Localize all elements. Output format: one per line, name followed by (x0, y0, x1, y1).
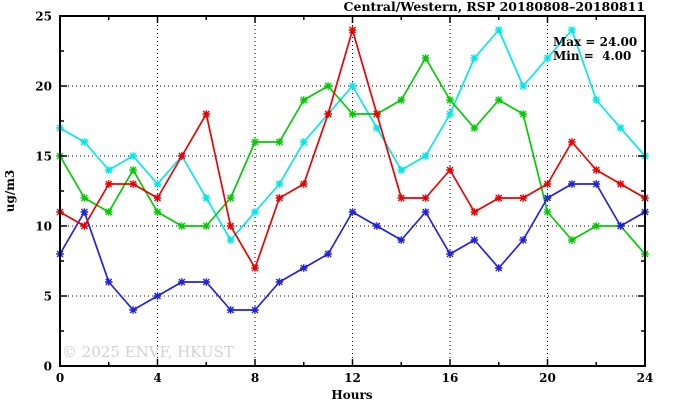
y-axis-label: ug/m3 (3, 170, 17, 213)
x-tick-label: 12 (344, 371, 361, 385)
watermark: © 2025 ENVF, HKUST (62, 343, 234, 361)
y-tick-label: 5 (44, 290, 52, 304)
min-annotation: Min = 4.00 (553, 49, 631, 63)
series-blue-line (59, 183, 646, 311)
tick-labels: 0 4 8 12 16 20 24 0 5 10 15 20 25 (35, 10, 653, 386)
x-tick-label: 20 (539, 371, 556, 385)
x-tick-label: 24 (637, 371, 654, 385)
axis-ticks (59, 15, 646, 367)
x-tick-label: 0 (56, 371, 64, 385)
x-axis-label: Hours (331, 388, 372, 402)
y-tick-label: 20 (35, 80, 52, 94)
y-tick-label: 0 (44, 360, 52, 374)
data-series (56, 26, 649, 314)
x-tick-label: 4 (153, 371, 161, 385)
x-tick-label: 8 (251, 371, 259, 385)
series-blue (56, 180, 649, 314)
x-tick-label: 16 (442, 371, 459, 385)
y-tick-label: 25 (35, 10, 52, 24)
max-annotation: Max = 24.00 (553, 35, 637, 49)
y-tick-label: 10 (35, 220, 52, 234)
y-tick-label: 15 (35, 150, 52, 164)
chart-title: Central/Western, RSP 20180808–20180811 (344, 0, 645, 14)
gridlines (60, 16, 645, 366)
